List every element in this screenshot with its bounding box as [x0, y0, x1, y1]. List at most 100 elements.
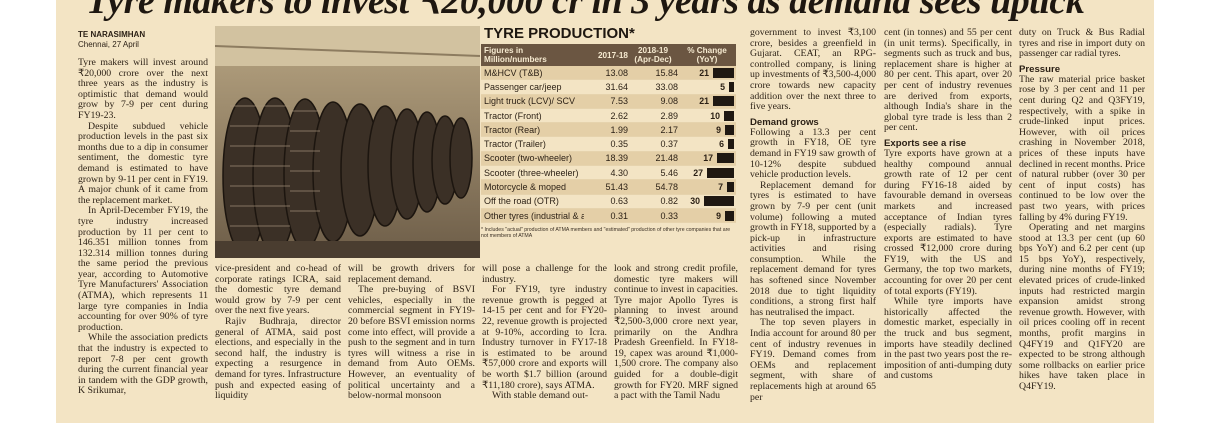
cell-category: Tractor (Trailer)	[484, 139, 546, 150]
table-row: Other tyres (industrial & adv) 0.31 0.33 9	[481, 208, 736, 224]
article-column-1: TE NARASIMHAN Chennai, 27 April Tyre mak…	[78, 30, 208, 397]
newspaper-page: Tyre makers to invest ₹20,000 cr in 3 ye…	[56, 0, 1154, 423]
paragraph: Despite subdued vehicle production level…	[78, 120, 208, 206]
paragraph: Following a 13.3 per cent growth in FY18…	[750, 126, 876, 181]
byline-name: TE NARASIMHAN	[78, 30, 146, 39]
cell-category: Off the road (OTR)	[484, 196, 559, 207]
tyre-production-table: TYRE PRODUCTION* Figures in Million/numb…	[481, 26, 736, 266]
cell-2018-19: 0.37	[660, 139, 678, 150]
cell-2018-19: 9.08	[660, 96, 678, 107]
change-bar	[713, 96, 734, 107]
byline-place: Chennai, 27 April	[78, 40, 139, 49]
col-header-category: Figures in Million/numbers	[484, 46, 547, 64]
table-row: Passenger car/jeep 31.64 33.08 5	[481, 80, 736, 95]
cell-category: Tractor (Front)	[484, 110, 542, 121]
cell-2017-18: 0.35	[610, 139, 628, 150]
change-bar	[727, 182, 734, 193]
cell-2017-18: 51.43	[605, 182, 628, 193]
table-row: Tractor (Trailer) 0.35 0.37 6	[481, 137, 736, 152]
paragraph: Tyre exports have grown at a healthy com…	[884, 147, 1012, 297]
cell-2017-18: 18.39	[605, 153, 628, 164]
cell-change: 30	[678, 195, 736, 208]
cell-2017-18: 2.62	[610, 110, 628, 121]
subheading-pressure: Pressure	[1019, 63, 1061, 75]
cell-category: Passenger car/jeep	[484, 81, 562, 92]
cell-change: 5	[678, 80, 736, 93]
cell-2017-18: 0.63	[610, 196, 628, 207]
cell-category: Scooter (three-wheeler)	[484, 167, 579, 178]
change-bar	[704, 196, 734, 207]
subheading-exports: Exports see a rise	[884, 137, 967, 149]
paragraph: vice-president and co-head of corporate …	[215, 263, 341, 317]
cell-change: 10	[678, 109, 736, 122]
table-row: Off the road (OTR) 0.63 0.82 30	[481, 195, 736, 209]
cell-change: 21	[678, 66, 736, 79]
cell-change: 6	[678, 137, 736, 150]
cell-category: Tractor (Rear)	[484, 124, 541, 135]
change-value: 17	[703, 153, 713, 164]
cell-2017-18: 0.31	[610, 210, 628, 221]
table-row: Light truck (LCV)/ SCV 7.53 9.08 21	[481, 94, 736, 109]
subheading-demand-grows: Demand grows	[750, 116, 819, 128]
cell-2018-19: 15.84	[655, 67, 678, 78]
cell-category: Other tyres (industrial & adv)	[484, 210, 584, 221]
change-bar	[713, 67, 734, 78]
cell-2017-18: 13.08	[605, 67, 628, 78]
change-value: 7	[718, 182, 723, 193]
paragraph: While the association predicts that the …	[78, 332, 208, 397]
table-header: Figures in Million/numbers 2017-18 2018-…	[481, 44, 736, 66]
cell-category: Motorcycle & moped	[484, 182, 567, 193]
paragraph: will be growth drivers for replacement d…	[348, 263, 475, 285]
headline: Tyre makers to invest ₹20,000 cr in 3 ye…	[86, 0, 1085, 22]
change-value: 10	[710, 110, 720, 121]
cell-2017-18: 1.99	[610, 124, 628, 135]
article-column-8: duty on Truck & Bus Radial tyres and ris…	[1019, 27, 1145, 393]
change-value: 21	[699, 67, 709, 78]
cell-2018-19: 33.08	[655, 81, 678, 92]
col-header-2017-18: 2017-18	[597, 50, 628, 60]
change-bar	[728, 139, 734, 150]
paragraph: Rajiv Budhraja, director general of ATMA…	[215, 315, 341, 402]
cell-change: 9	[678, 123, 736, 136]
change-value: 5	[720, 81, 725, 92]
paragraph: For FY19, tyre industry revenue growth i…	[482, 284, 607, 391]
table-row: M&HCV (T&B) 13.08 15.84 21	[481, 66, 736, 81]
table-row: Scooter (three-wheeler) 4.30 5.46 27	[481, 166, 736, 181]
paragraph: The top seven players in India account f…	[750, 317, 876, 403]
paragraph: The raw material price basket rose by 3 …	[1019, 73, 1145, 223]
col-header-2018-19: 2018-19 (Apr-Dec)	[634, 46, 672, 64]
cell-category: Light truck (LCV)/ SCV	[484, 96, 576, 107]
table-footnote: * Includes "actual" production of ATMA m…	[481, 227, 731, 240]
paragraph: With stable demand out-	[492, 390, 589, 402]
cell-category: M&HCV (T&B)	[484, 67, 543, 78]
article-column-5: look and strong credit profile, domestic…	[614, 263, 738, 402]
paragraph: Replacement demand for tyres is estimate…	[750, 179, 876, 318]
change-value: 21	[699, 96, 709, 107]
cell-change: 27	[678, 166, 736, 179]
change-value: 30	[690, 196, 700, 207]
cell-2018-19: 2.17	[660, 124, 678, 135]
paragraph: will pose a challenge for the industry.	[482, 263, 607, 285]
cell-change: 9	[678, 209, 736, 222]
change-bar	[729, 81, 734, 92]
article-column-6: government to invest ₹3,100 crore, besid…	[750, 27, 876, 403]
table-row: Tractor (Front) 2.62 2.89 10	[481, 109, 736, 124]
cell-category: Scooter (two-wheeler)	[484, 153, 573, 164]
table-title: TYRE PRODUCTION*	[484, 25, 635, 42]
cell-2018-19: 0.33	[660, 210, 678, 221]
article-column-3: will be growth drivers for replacement d…	[348, 263, 475, 402]
cell-2018-19: 5.46	[660, 167, 678, 178]
change-bar	[717, 153, 734, 164]
tyre-stacks-photo	[215, 26, 480, 258]
article-column-4: will pose a challenge for the industry. …	[482, 263, 607, 402]
change-bar	[707, 167, 734, 178]
cell-2017-18: 31.64	[605, 81, 628, 92]
change-value: 9	[716, 210, 721, 221]
cell-change: 21	[678, 95, 736, 108]
cell-2017-18: 7.53	[610, 96, 628, 107]
paragraph: Tyre makers will invest around ₹20,000 c…	[78, 57, 208, 121]
paragraph: The pre-buying of BSVI vehicles, especia…	[348, 284, 475, 402]
col-header-change: % Change (YoY)	[687, 46, 727, 64]
table-row: Motorcycle & moped 51.43 54.78 7	[481, 180, 736, 195]
change-value: 9	[716, 124, 721, 135]
